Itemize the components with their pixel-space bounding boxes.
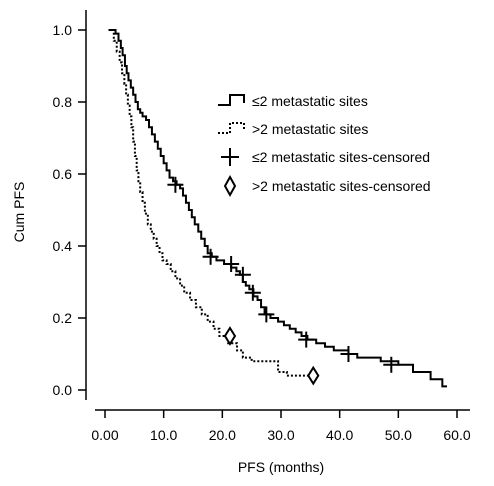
censor-diamond-marker [223, 326, 237, 346]
y-tick-label: 0.4 [53, 238, 73, 254]
censor-markers [167, 176, 400, 386]
y-axis-title: Cum PFS [11, 182, 27, 243]
censor-plus-marker [202, 248, 219, 265]
legend-item: ≤2 metastatic sites-censored [221, 148, 430, 166]
y-tick-label: 0.6 [53, 166, 73, 182]
censor-plus-marker [244, 284, 261, 301]
legend-item: >2 metastatic sites [218, 121, 368, 137]
curve-gt2-sites [108, 29, 314, 377]
legend-label: >2 metastatic sites [252, 121, 368, 137]
x-tick-label: 40.0 [326, 427, 353, 443]
y-tick-label: 0.8 [53, 94, 73, 110]
y-tick-label: 0.0 [53, 382, 73, 398]
censor-plus-marker [383, 356, 400, 373]
y-tick-label: 0.2 [53, 310, 73, 326]
censor-plus-marker [298, 331, 315, 348]
legend-dotted-swatch [218, 122, 245, 134]
legend-item: >2 metastatic sites-censored [223, 174, 431, 198]
x-axis-title: PFS (months) [238, 459, 324, 475]
censor-plus-marker [223, 256, 240, 272]
legend-diamond-swatch [223, 174, 237, 198]
legend-plus-swatch [221, 148, 239, 166]
x-tick-label: 20.0 [209, 427, 236, 443]
axes: 0.0 0.2 0.4 0.6 0.8 1.0 0.00 10.0 20.0 30.0 40.0 50… [53, 10, 471, 443]
legend-item: ≤2 metastatic sites [218, 93, 368, 109]
censor-plus-marker [234, 266, 251, 283]
x-tick-label: 50.0 [385, 427, 412, 443]
legend-label: ≤2 metastatic sites [252, 93, 368, 109]
y-tick-label: 1.0 [53, 22, 73, 38]
censor-plus-marker [167, 176, 184, 193]
censor-plus-marker [258, 306, 275, 323]
x-tick-label: 0.00 [91, 427, 118, 443]
censor-plus-marker [340, 346, 357, 362]
legend-label: ≤2 metastatic sites-censored [252, 149, 430, 165]
legend-label: >2 metastatic sites-censored [252, 178, 431, 194]
curve-le2-sites [108, 29, 448, 388]
x-tick-label: 10.0 [150, 427, 177, 443]
x-tick-label: 30.0 [267, 427, 294, 443]
x-tick-label: 60.0 [443, 427, 470, 443]
legend-solid-swatch [218, 94, 245, 106]
curves [108, 29, 448, 388]
censor-diamond-marker [307, 365, 320, 386]
legend: ≤2 metastatic sites >2 metastatic sites ≤2… [218, 93, 431, 198]
